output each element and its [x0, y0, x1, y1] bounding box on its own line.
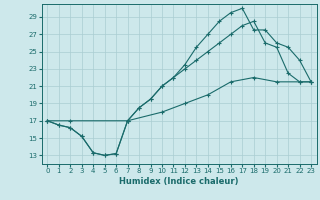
X-axis label: Humidex (Indice chaleur): Humidex (Indice chaleur) — [119, 177, 239, 186]
